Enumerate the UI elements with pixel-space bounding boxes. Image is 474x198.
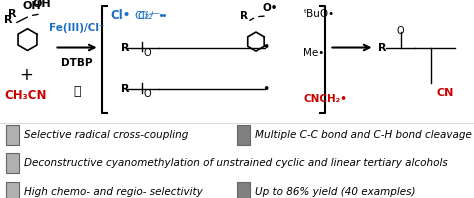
- Bar: [237, 125, 250, 145]
- Text: High chemo- and regio- selectivity: High chemo- and regio- selectivity: [24, 187, 202, 197]
- Text: Multiple C-C bond and C-H bond cleavage: Multiple C-C bond and C-H bond cleavage: [255, 130, 472, 140]
- Text: +: +: [19, 66, 33, 84]
- Text: OH: OH: [23, 1, 42, 11]
- Text: •: •: [262, 41, 269, 54]
- Text: DTBP: DTBP: [61, 58, 93, 68]
- Text: CN: CN: [436, 88, 454, 98]
- Text: Me•: Me•: [303, 49, 325, 58]
- Text: R: R: [378, 43, 386, 52]
- Text: R: R: [121, 84, 130, 94]
- Text: R: R: [121, 43, 130, 52]
- Bar: [6, 153, 19, 173]
- Text: O: O: [397, 26, 404, 36]
- Text: 💡: 💡: [73, 85, 81, 98]
- Text: Cl₂⁻•: Cl₂⁻•: [138, 11, 165, 21]
- Text: •: •: [262, 83, 269, 96]
- Bar: [6, 182, 19, 198]
- Text: CNCH₂•: CNCH₂•: [303, 94, 347, 104]
- Text: Deconstructive cyanomethylation of unstrained cyclic and linear tertiary alcohol: Deconstructive cyanomethylation of unstr…: [24, 158, 447, 168]
- Text: Up to 86% yield (40 examples): Up to 86% yield (40 examples): [255, 187, 416, 197]
- Text: O: O: [143, 89, 151, 99]
- Text: Cl•: Cl•: [111, 9, 131, 22]
- Text: CH₃CN: CH₃CN: [5, 89, 47, 102]
- Text: R: R: [240, 11, 248, 21]
- Text: Fe(III)/Cl⁻: Fe(III)/Cl⁻: [49, 23, 105, 33]
- Text: R: R: [8, 9, 16, 19]
- Text: R: R: [4, 15, 13, 25]
- Bar: [237, 182, 250, 198]
- Text: ᵗBuO•: ᵗBuO•: [303, 9, 335, 19]
- Text: OH: OH: [32, 0, 51, 9]
- Text: Selective radical cross-coupling: Selective radical cross-coupling: [24, 130, 188, 140]
- Text: Cl₂⁺⁻•: Cl₂⁺⁻•: [135, 11, 168, 21]
- Text: O: O: [143, 48, 151, 58]
- Bar: [6, 125, 19, 145]
- Text: O•: O•: [263, 3, 278, 13]
